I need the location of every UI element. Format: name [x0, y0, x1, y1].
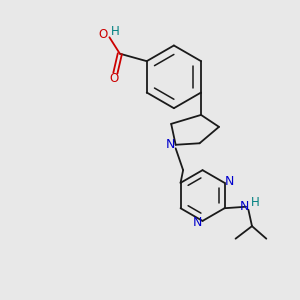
Text: H: H: [110, 26, 119, 38]
Text: H: H: [251, 196, 260, 209]
Text: O: O: [109, 72, 119, 85]
Text: N: N: [225, 175, 235, 188]
Text: N: N: [166, 138, 175, 151]
Text: N: N: [193, 216, 202, 229]
Text: O: O: [98, 28, 107, 41]
Text: N: N: [240, 200, 249, 213]
